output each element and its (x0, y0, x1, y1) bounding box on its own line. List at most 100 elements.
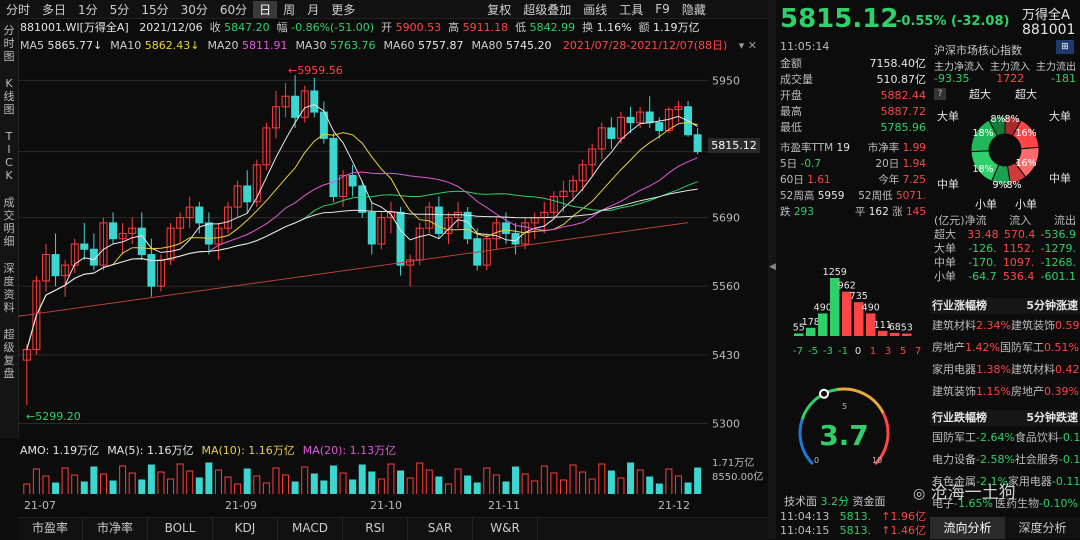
ma-label: MA5 (20, 39, 45, 52)
panel-divider[interactable]: ◀ (768, 0, 776, 539)
indicator-tab-4[interactable]: MACD (278, 518, 343, 540)
stat2-label: 52周低 (858, 190, 896, 202)
industry-pct: -2.1% (976, 475, 1008, 488)
donut-label: 中单 (1049, 172, 1071, 185)
min-label: ←5299.20 (26, 410, 81, 423)
candle-body (80, 243, 89, 250)
candle-body (482, 238, 491, 266)
tool-5[interactable]: 隐藏 (681, 2, 706, 17)
period-4[interactable]: 15分 (141, 2, 169, 17)
stat2-row: 市盈率TTM 19 市净率 1.99 (780, 140, 926, 156)
amount-label: 额 (638, 21, 650, 34)
stat-label: 开盘 (780, 89, 802, 102)
collapse-arrow-icon[interactable]: ◀ (769, 262, 776, 272)
indicator-tab-1[interactable]: 市净率 (83, 518, 148, 540)
help-icon[interactable]: ? (934, 88, 946, 100)
stat-label: 金额 (780, 57, 802, 70)
industry-pct: -1.65% (954, 497, 993, 510)
candle-body (310, 90, 319, 113)
ma-value: 5862.43↓ (141, 39, 200, 52)
tool-2[interactable]: 画线 (583, 2, 608, 17)
volume-bar (253, 475, 261, 494)
open-value: 5900.53 (395, 21, 442, 34)
volume-bar (243, 468, 251, 494)
period-10[interactable]: 更多 (331, 2, 356, 17)
ma-legend-item: MA10 5862.43↓ (110, 39, 199, 52)
kline-chart[interactable]: 5950 5690 5560 5430 5300 ←5959.56 ←5299.20 1.71… (18, 54, 768, 494)
ma-value: 5865.77↓ (44, 39, 103, 52)
volume-bar (349, 479, 357, 494)
volume-bar (521, 473, 529, 494)
industry-pct: -2.64% (976, 431, 1015, 444)
period-6[interactable]: 60分 (219, 2, 248, 17)
sidebar-item-0[interactable]: 分时图 (3, 24, 15, 63)
period-3[interactable]: 5分 (109, 2, 130, 17)
flow-row-name: 中单 (934, 256, 956, 269)
sidebar-item-4[interactable]: 深度资料 (3, 262, 15, 314)
candle-body (166, 227, 175, 261)
sidebar-item-5[interactable]: 超级复盘 (3, 328, 15, 380)
industry-cell: 建筑材料0.42% (1011, 362, 1080, 378)
period-7[interactable]: 日 (253, 0, 278, 18)
right-tab-1[interactable]: 深度分析 (1018, 521, 1067, 535)
candle-body (511, 232, 520, 245)
flow-values: -93.35 1722 -181 (934, 72, 1076, 85)
right-tab-0[interactable]: 流向分析 (930, 517, 1005, 539)
indicator-tabs: 市盈率 市净率 BOLL KDJ MACD RSI SAR W&R (18, 517, 768, 540)
industry-row[interactable]: 建筑装饰1.15% 房地产0.39% (930, 380, 1080, 402)
indicator-tab-5[interactable]: RSI (343, 518, 408, 540)
volume-bar (627, 462, 635, 494)
indicator-tab-0[interactable]: 市盈率 (18, 518, 83, 540)
flow-row-in: 1152. (1002, 242, 1035, 255)
tool-1[interactable]: 超级叠加 (523, 2, 572, 17)
industry-row[interactable]: 建筑材料2.34%建筑装饰0.59% (930, 314, 1080, 336)
high-label: 高 (448, 21, 460, 34)
x-tick-label: 21-09 (225, 499, 257, 512)
donut-pct: 9% (992, 180, 1007, 191)
industry-row[interactable]: 国防军工-2.64%食品饮料-0.17% (930, 426, 1080, 448)
industry-cell: 电力设备-2.58% (932, 452, 1015, 468)
flow-table-row: 超大 33.48 570.4 -536.9 (934, 228, 1076, 242)
industry-gainers: 行业涨幅榜5分钟涨速建筑材料2.34%建筑装饰0.59%房地产1.42%国防军工… (930, 298, 1080, 402)
indicator-tab-3[interactable]: KDJ (213, 518, 278, 540)
volume-bar (186, 470, 194, 494)
industry-name: 有色金属 (932, 475, 976, 488)
indicator-tab-6[interactable]: SAR (408, 518, 473, 540)
y-tick-label: 5690 (712, 212, 740, 225)
expand-icon[interactable]: ⊞ (1056, 40, 1074, 54)
tool-0[interactable]: 复权 (487, 2, 512, 17)
candle-body (549, 196, 558, 213)
indicator-tab-7[interactable]: W&R (473, 518, 538, 540)
period-0[interactable]: 分时 (6, 2, 31, 17)
industry-row[interactable]: 有色金属-2.1%家用电器-0.11% (930, 470, 1080, 492)
sidebar-item-3[interactable]: 成交明细 (3, 196, 15, 248)
close-icon[interactable]: ▾ ✕ (735, 39, 758, 52)
indicator-tab-2[interactable]: BOLL (148, 518, 213, 540)
industry-row[interactable]: 电力设备-2.58%社会服务-0.13% (930, 448, 1080, 470)
candle-body (281, 95, 290, 108)
stat-label: 最低 (780, 121, 802, 134)
industry-row[interactable]: 房地产1.42% 国防军工0.51% (930, 336, 1080, 358)
period-1[interactable]: 多日 (42, 2, 67, 17)
industry-cell: 国防军工-2.64% (932, 430, 1015, 446)
period-5[interactable]: 30分 (180, 2, 208, 17)
volume-bar (119, 465, 127, 494)
industry-losers: 行业跌幅榜5分钟跌速国防军工-2.64%食品饮料-0.17%电力设备-2.58%… (930, 410, 1080, 514)
donut-label: 大单 (1049, 109, 1071, 123)
period-9[interactable]: 月 (307, 2, 320, 17)
tool-4[interactable]: F9 (655, 2, 670, 16)
security-code: 881001.WI[万得全A] (20, 21, 129, 34)
industry-row[interactable]: 电子-1.65% 医药生物-0.10% (930, 492, 1080, 514)
industry-row[interactable]: 家用电器1.38%建筑材料0.42% (930, 358, 1080, 380)
close-label: 收 (209, 21, 221, 34)
stat2-row: 跌 293 平 162 涨 145 (780, 204, 926, 220)
period-2[interactable]: 1分 (78, 2, 98, 17)
period-8[interactable]: 周 (283, 2, 296, 17)
candle-body (693, 134, 702, 153)
flow-header-item: 主力流入 (990, 62, 1030, 73)
ma-label: MA60 (383, 39, 415, 52)
amount-value: 1.19万亿 (653, 21, 700, 34)
tool-3[interactable]: 工具 (619, 2, 644, 17)
